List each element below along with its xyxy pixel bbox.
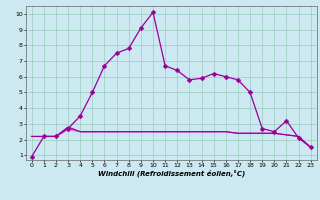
X-axis label: Windchill (Refroidissement éolien,°C): Windchill (Refroidissement éolien,°C) [98, 170, 245, 177]
